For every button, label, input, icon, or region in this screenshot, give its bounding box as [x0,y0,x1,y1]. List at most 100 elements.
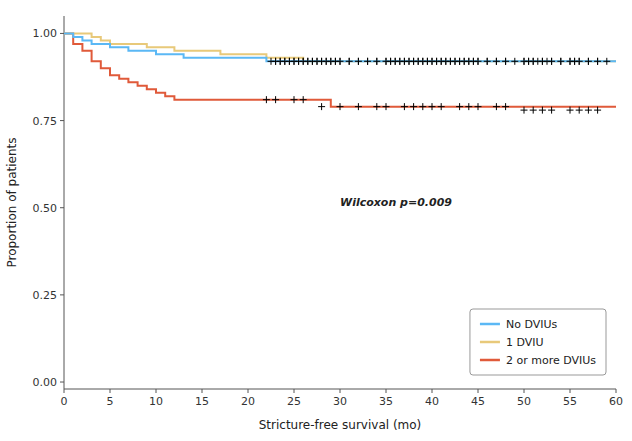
x-tick-label: 35 [379,395,393,408]
annotation: Wilcoxon p=0.009 [340,196,452,209]
survival-line [64,33,616,61]
censor-mark [419,103,426,110]
censor-mark [346,58,353,65]
legend-box [470,309,606,375]
censor-mark [594,58,601,65]
censor-mark [521,107,528,114]
censor-mark [594,107,601,114]
censor-mark [576,58,583,65]
censor-mark [567,107,574,114]
censor-mark [355,103,362,110]
x-tick [386,389,387,393]
censor-mark [475,58,482,65]
censor-mark [465,103,472,110]
x-tick [432,389,433,393]
plot-area [64,33,616,113]
x-tick [110,389,111,393]
censor-mark [373,58,380,65]
axes: 0510152025303540455055600.000.250.500.75… [33,16,624,408]
censor-mark [337,58,344,65]
x-tick [294,389,295,393]
censor-mark [548,58,555,65]
censor-mark [548,107,555,114]
censor-mark [585,58,592,65]
survival-line [64,33,616,61]
x-tick [570,389,571,393]
censor-mark [355,58,362,65]
y-tick-label: 0.00 [33,376,58,389]
censor-mark [585,107,592,114]
censor-mark [493,103,500,110]
censor-mark [401,103,408,110]
x-axis-label: Stricture-free survival (mo) [259,418,422,432]
censor-marks [268,58,611,65]
censor-mark [364,58,371,65]
y-tick [60,207,64,208]
x-tick-label: 0 [61,395,68,408]
censor-mark [438,103,445,110]
censor-mark [502,58,509,65]
censor-marks [272,58,601,65]
y-axis-label: Proportion of patients [5,137,19,267]
censor-mark [263,96,270,103]
x-tick-label: 15 [195,395,209,408]
censor-mark [484,58,491,65]
censor-mark [337,103,344,110]
legend-label: 2 or more DVIUs [506,354,596,367]
legend-swatch [480,323,500,326]
x-tick-label: 20 [241,395,255,408]
censor-mark [493,58,500,65]
censor-mark [272,96,279,103]
censor-mark [291,96,298,103]
censor-mark [355,58,362,65]
censor-mark [530,107,537,114]
censor-mark [603,58,610,65]
censor-mark [576,107,583,114]
legend-label: 1 DVIU [506,336,544,349]
legend-swatch [480,359,500,362]
censor-mark [484,58,491,65]
x-tick [478,389,479,393]
x-tick [524,389,525,393]
x-tick [202,389,203,393]
y-tick [60,33,64,34]
censor-mark [346,58,353,65]
censor-mark [502,58,509,65]
censor-marks [263,96,601,113]
survival-line [64,33,616,106]
y-tick-label: 0.75 [33,115,58,128]
censor-mark [557,58,564,65]
y-tick-label: 0.50 [33,202,58,215]
censor-mark [585,58,592,65]
x-tick [156,389,157,393]
x-tick-label: 60 [609,395,623,408]
censor-mark [337,58,344,65]
x-tick-label: 30 [333,395,347,408]
x-tick [340,389,341,393]
x-tick [248,389,249,393]
x-tick-label: 5 [107,395,114,408]
censor-mark [493,58,500,65]
censor-mark [594,58,601,65]
chart: 0510152025303540455055600.000.250.500.75… [0,0,632,441]
background [0,0,632,441]
legend-label: No DVIUs [506,318,558,331]
x-tick-label: 50 [517,395,531,408]
legend: No DVIUs 1 DVIU 2 or more DVIUs [470,309,606,375]
y-axis-line [64,16,65,389]
censor-mark [502,103,509,110]
x-tick [616,389,617,393]
censor-mark [364,58,371,65]
legend-swatch [480,341,500,344]
y-tick [60,120,64,121]
censor-mark [475,58,482,65]
censor-mark [373,103,380,110]
censor-mark [539,107,546,114]
x-tick-label: 45 [471,395,485,408]
x-tick-label: 10 [149,395,163,408]
y-tick-label: 1.00 [33,27,58,40]
censor-mark [410,103,417,110]
censor-mark [576,58,583,65]
x-tick-label: 25 [287,395,301,408]
censor-mark [383,103,390,110]
